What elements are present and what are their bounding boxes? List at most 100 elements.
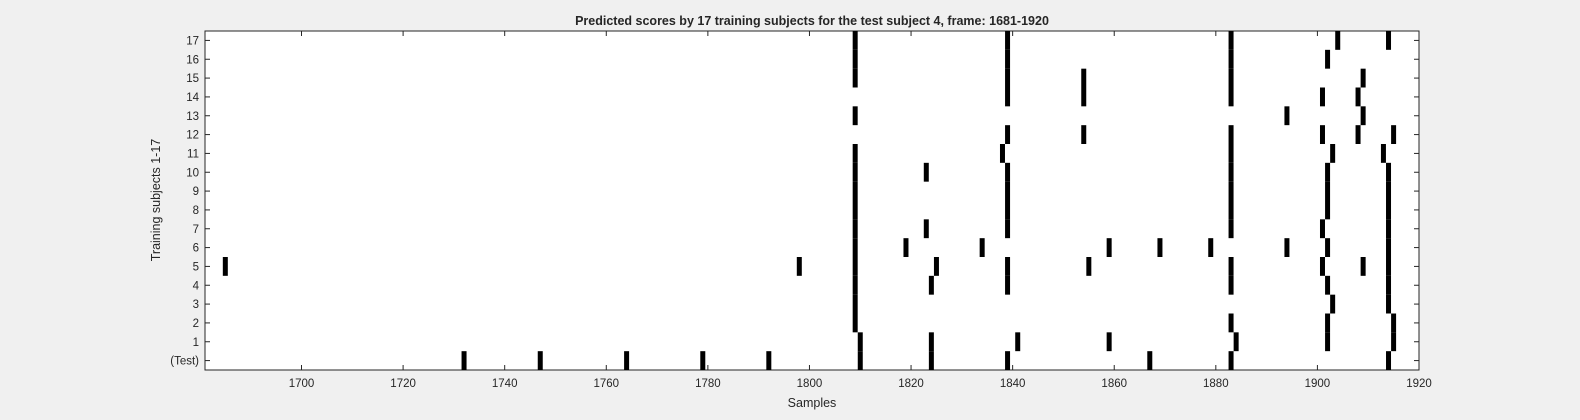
- score-mark: [928, 332, 934, 352]
- score-mark: [979, 238, 985, 257]
- y-tick-label: 9: [193, 186, 199, 198]
- score-mark: [1005, 49, 1011, 69]
- chart-title: Predicted scores by 17 training subjects…: [575, 14, 1049, 28]
- x-tick-label: 1920: [1406, 378, 1432, 390]
- score-mark: [857, 332, 863, 352]
- score-mark: [1391, 313, 1397, 333]
- y-tick-label: 4: [193, 280, 200, 292]
- score-mark: [852, 106, 858, 126]
- score-mark: [1147, 351, 1153, 370]
- score-mark: [1386, 238, 1392, 257]
- score-mark: [700, 351, 706, 370]
- score-mark: [1228, 275, 1234, 295]
- score-mark: [1360, 257, 1366, 276]
- score-mark: [1228, 351, 1234, 370]
- score-mark: [537, 351, 543, 370]
- y-tick-label: 5: [193, 261, 199, 273]
- score-mark: [852, 49, 858, 69]
- score-mark: [1319, 87, 1325, 107]
- score-mark: [1228, 219, 1234, 239]
- x-tick-label: 1780: [695, 378, 721, 390]
- score-mark: [852, 144, 858, 163]
- score-mark: [923, 219, 929, 239]
- x-tick-label: 1700: [289, 378, 315, 390]
- score-mark: [1005, 31, 1011, 50]
- x-axis-label: Samples: [788, 396, 837, 410]
- score-mark: [1325, 275, 1331, 295]
- score-mark: [1086, 257, 1092, 276]
- score-mark: [461, 351, 467, 370]
- score-mark: [1330, 144, 1336, 163]
- y-tick-label: 2: [193, 318, 199, 330]
- score-mark: [928, 275, 934, 295]
- score-mark: [1391, 332, 1397, 352]
- score-mark: [852, 200, 858, 220]
- score-mark: [796, 257, 802, 276]
- x-tick-label: 1840: [1000, 378, 1026, 390]
- score-mark: [1228, 49, 1234, 69]
- score-mark: [933, 257, 939, 276]
- score-mark: [1391, 125, 1397, 144]
- score-mark: [1081, 87, 1087, 107]
- y-tick-label: 1: [193, 337, 199, 349]
- y-tick-label: 3: [193, 299, 199, 311]
- y-axis-label: Training subjects 1-17: [149, 139, 163, 262]
- y-tick-label: 11: [187, 148, 199, 160]
- score-mark: [766, 351, 772, 370]
- score-mark: [1325, 200, 1331, 220]
- score-mark: [1015, 332, 1021, 352]
- score-mark: [1005, 200, 1011, 220]
- score-mark: [1228, 200, 1234, 220]
- score-mark: [857, 351, 863, 370]
- score-mark: [1319, 219, 1325, 239]
- score-mark: [222, 257, 228, 276]
- y-tick-label: 7: [193, 224, 199, 236]
- x-tick-label: 1760: [593, 378, 619, 390]
- score-mark: [1325, 181, 1331, 201]
- score-mark: [1005, 257, 1011, 276]
- score-mark: [1228, 87, 1234, 107]
- score-mark: [1233, 332, 1239, 352]
- score-mark: [903, 238, 909, 257]
- y-tick-label: 15: [186, 73, 199, 85]
- score-mark: [1081, 68, 1087, 88]
- score-mark: [1325, 162, 1331, 182]
- score-mark: [852, 31, 858, 50]
- score-mark: [1005, 351, 1011, 370]
- score-mark: [1325, 332, 1331, 352]
- x-tick-label: 1880: [1203, 378, 1229, 390]
- x-tick-label: 1900: [1305, 378, 1331, 390]
- y-tick-label: 16: [186, 54, 199, 66]
- score-mark: [1380, 144, 1386, 163]
- score-mark: [1284, 238, 1290, 257]
- score-mark: [1386, 200, 1392, 220]
- score-mark: [624, 351, 630, 370]
- score-mark: [1228, 144, 1234, 163]
- score-mark: [852, 313, 858, 333]
- score-mark: [1005, 68, 1011, 88]
- score-mark: [1228, 125, 1234, 144]
- score-mark: [1325, 313, 1331, 333]
- y-tick-label: 12: [186, 130, 199, 142]
- score-mark: [1360, 68, 1366, 88]
- y-tick-label: 17: [186, 35, 199, 47]
- score-mark: [1319, 125, 1325, 144]
- score-mark: [1325, 238, 1331, 257]
- score-mark: [852, 257, 858, 276]
- score-mark: [1355, 87, 1361, 107]
- score-mark: [1157, 238, 1163, 257]
- x-tick-label: 1860: [1101, 378, 1127, 390]
- score-mark: [1325, 49, 1331, 69]
- score-mark: [1005, 275, 1011, 295]
- score-mark: [1386, 257, 1392, 276]
- score-mark: [928, 351, 934, 370]
- score-mark: [1360, 106, 1366, 126]
- score-mark: [1386, 351, 1392, 370]
- x-tick-label: 1800: [797, 378, 823, 390]
- score-mark: [1005, 125, 1011, 144]
- score-mark: [1386, 275, 1392, 295]
- score-mark: [1005, 162, 1011, 182]
- score-mark: [852, 238, 858, 257]
- score-mark: [1228, 257, 1234, 276]
- x-tick-label: 1740: [492, 378, 518, 390]
